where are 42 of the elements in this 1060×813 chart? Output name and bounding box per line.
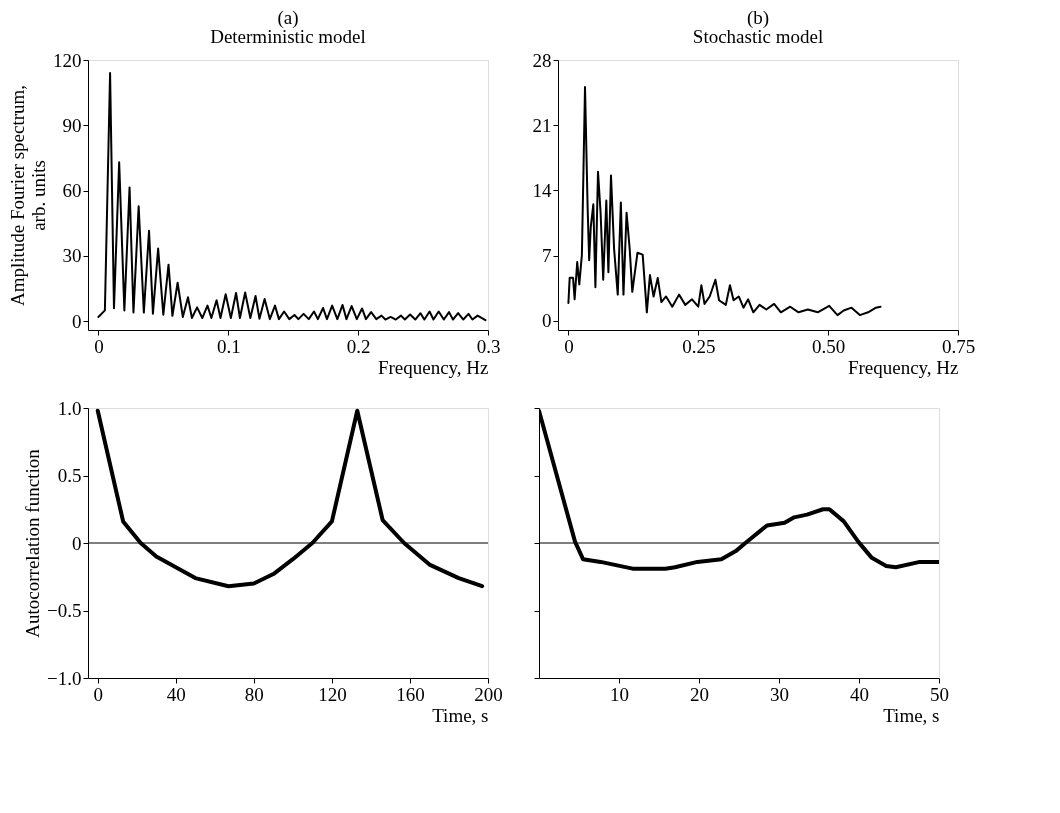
y-tick-label: 14 xyxy=(532,179,552,201)
x-tick-label: 0.2 xyxy=(346,335,371,357)
x-tick-label: 30 xyxy=(770,683,789,705)
x-tick-label: 20 xyxy=(690,683,709,705)
chart-title: (a) xyxy=(277,7,299,29)
y-tick-label: 90 xyxy=(62,114,82,136)
y-tick-label: −0.5 xyxy=(47,600,82,621)
y-tick-label: 30 xyxy=(62,245,82,267)
x-tick-label: 0.75 xyxy=(941,335,976,357)
x-axis-title: Time, s xyxy=(432,704,489,726)
y-tick-label: 21 xyxy=(532,114,552,136)
x-axis-title: Frequency, Hz xyxy=(847,356,959,378)
y-tick-label: 7 xyxy=(542,245,552,267)
x-tick-label: 0 xyxy=(94,335,104,357)
y-tick-label: 120 xyxy=(53,49,82,71)
x-tick-label: 0.25 xyxy=(682,335,716,357)
x-axis-title: Time, s xyxy=(883,704,940,726)
x-tick-label: 0.50 xyxy=(812,335,846,357)
x-tick-label: 10 xyxy=(610,683,629,705)
y-tick-label: 0 xyxy=(72,532,82,554)
x-tick-label: 40 xyxy=(850,683,869,705)
x-tick-label: 0.1 xyxy=(216,335,241,357)
y-tick-label: 0 xyxy=(72,310,82,332)
x-tick-label: 80 xyxy=(244,683,264,705)
x-tick-label: 40 xyxy=(166,683,186,705)
x-tick-label: 200 xyxy=(474,683,503,705)
y-tick-label: 0.5 xyxy=(57,465,82,486)
x-tick-label: 0.3 xyxy=(476,335,501,357)
y-tick-label: −1.0 xyxy=(47,667,82,689)
x-tick-label: 0 xyxy=(564,335,574,357)
y-axis-title: Amplitude Fourier spectrum, arb. units xyxy=(7,84,49,307)
x-tick-label: 0 xyxy=(93,683,104,705)
chart-title: (b) xyxy=(746,7,770,29)
x-tick-label: 120 xyxy=(318,683,347,705)
x-axis-title: Frequency, Hz xyxy=(377,356,489,378)
y-tick-label: 60 xyxy=(62,180,82,202)
y-tick-label: 1.0 xyxy=(57,397,82,419)
y-tick-label: 28 xyxy=(532,49,552,71)
x-tick-label: 160 xyxy=(396,683,425,705)
x-tick-label: 50 xyxy=(930,683,949,705)
y-tick-label: 0 xyxy=(542,310,552,332)
y-axis-title: Autocorrelation function xyxy=(22,448,44,638)
